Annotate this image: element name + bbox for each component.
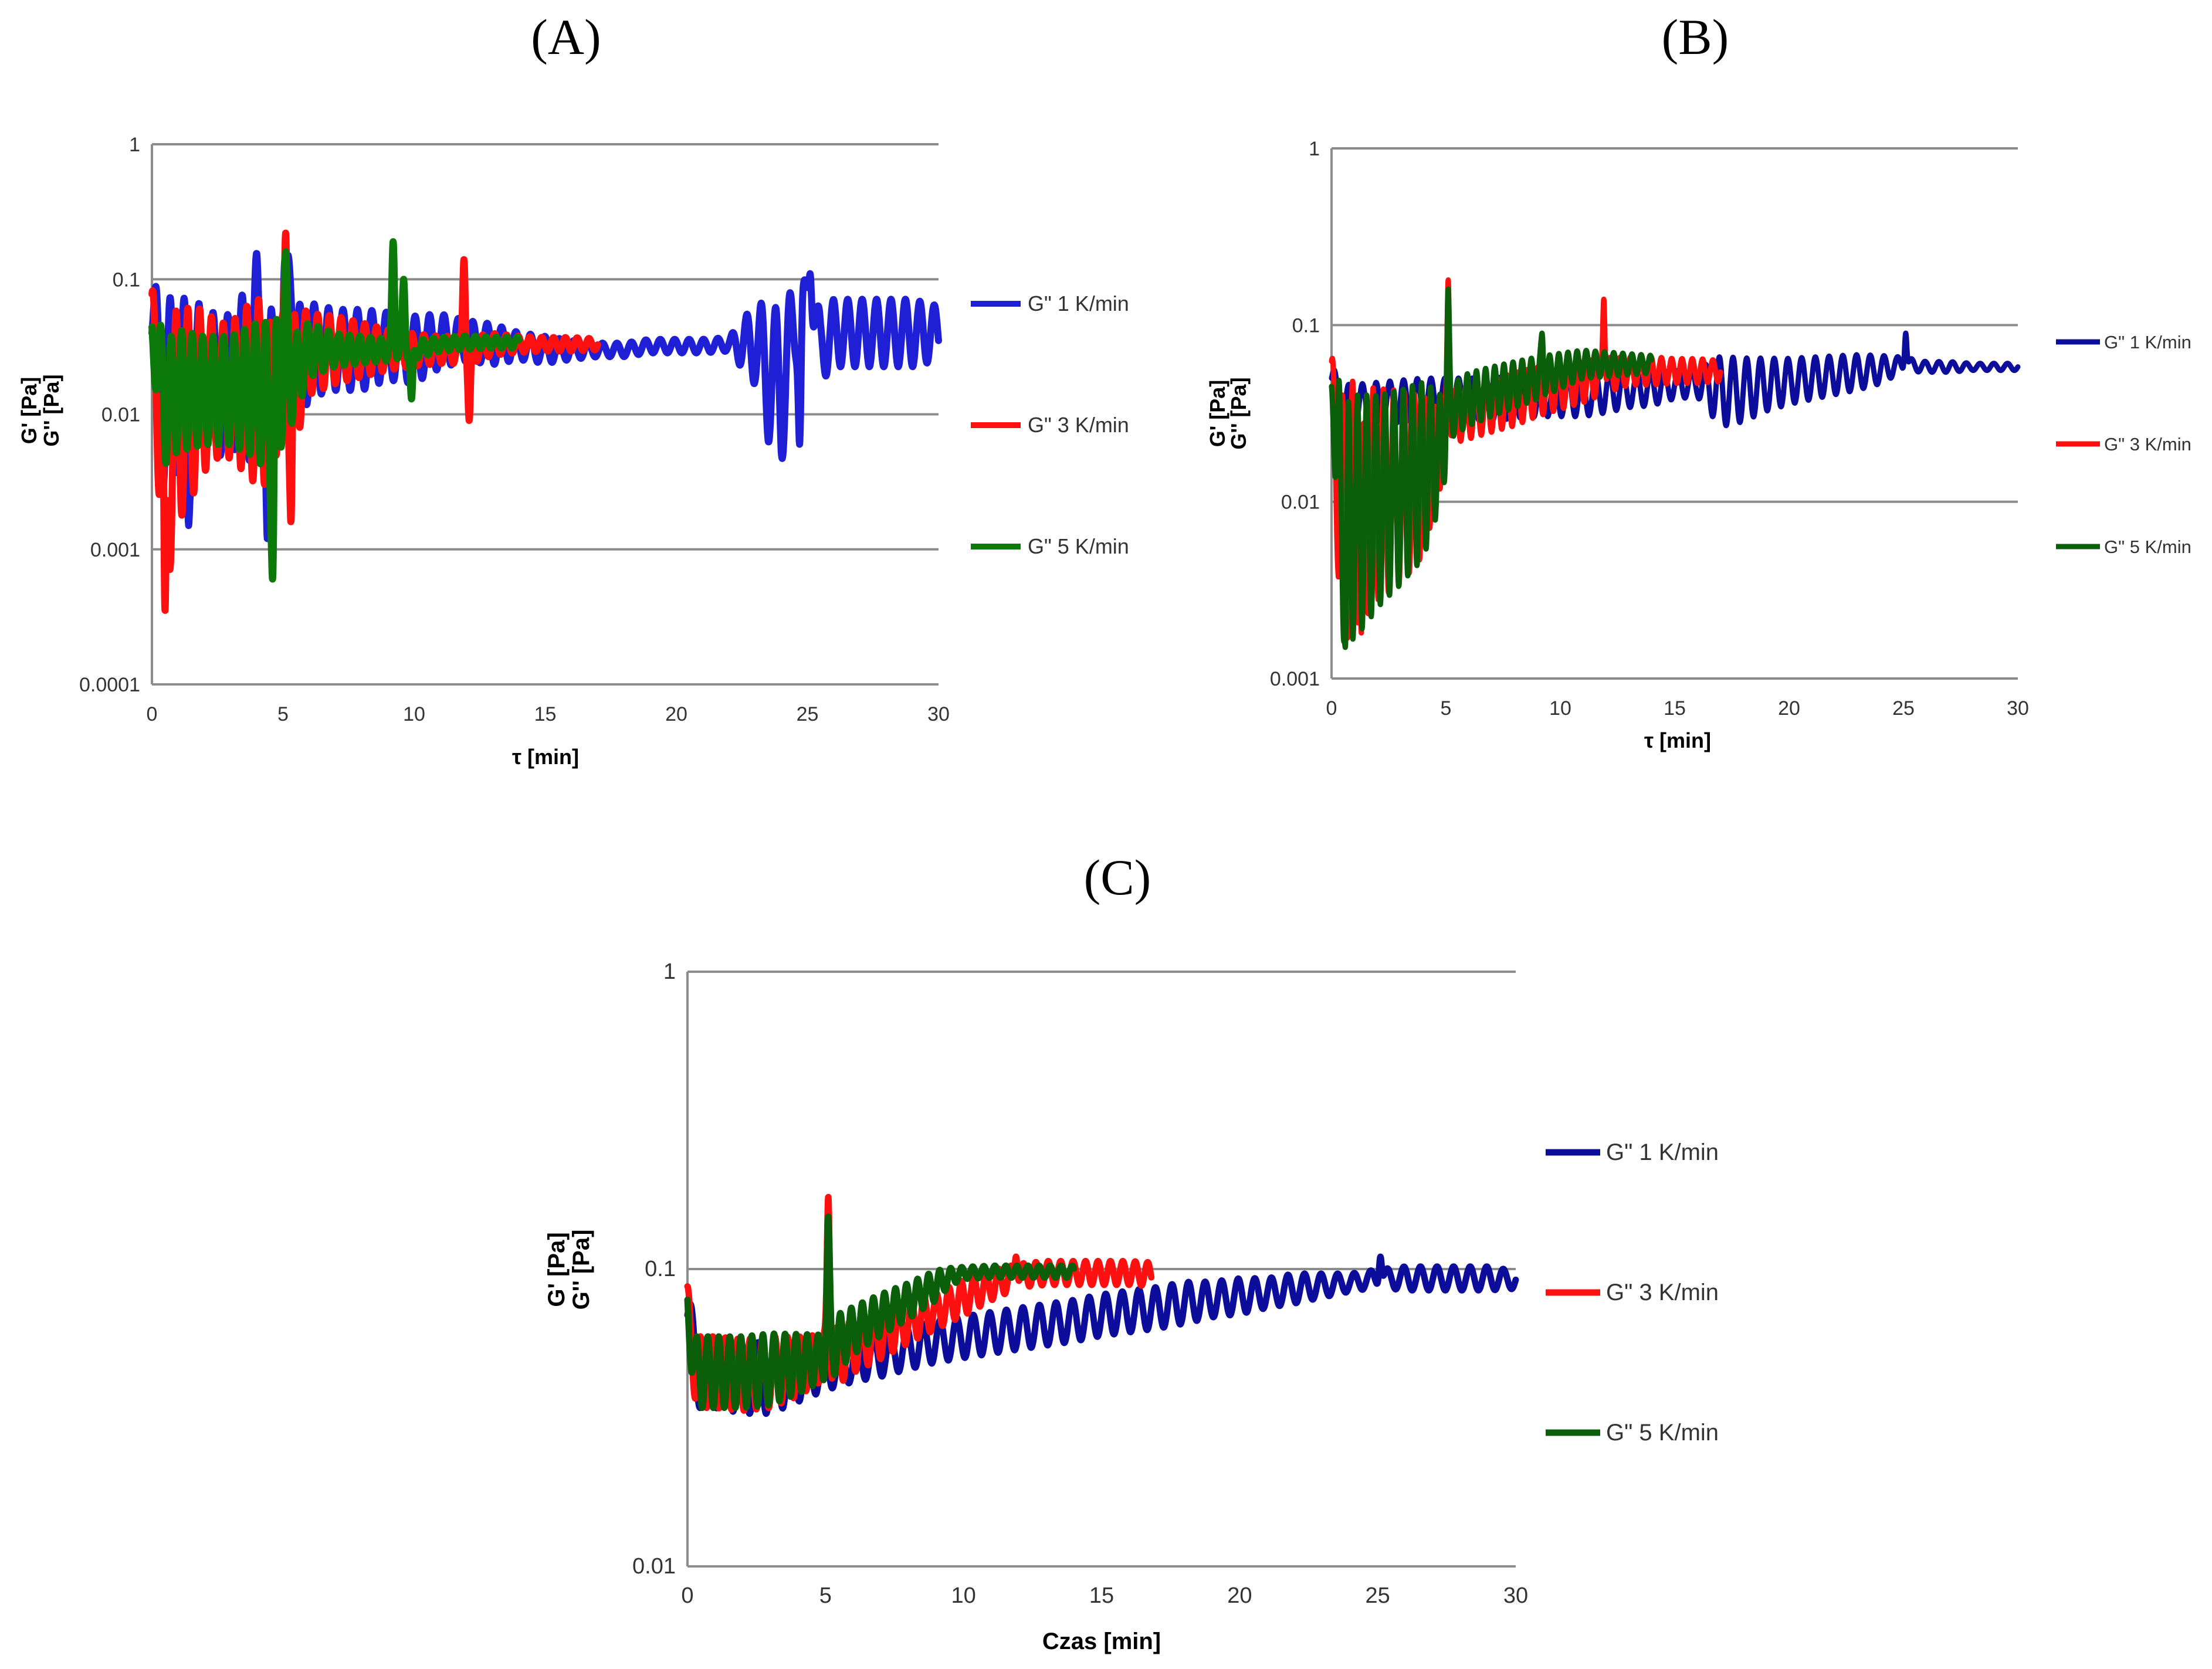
panel-c-label: (C) [1084, 849, 1151, 905]
panel-b-y-ticks: 0.001 0.01 0.1 1 [1270, 138, 1320, 690]
panel-b-legend-item-2: G" 3 K/min [2056, 434, 2191, 454]
panel-a-x-ticks: 0 5 10 15 20 25 30 [147, 703, 950, 725]
panel-c-legend-label-2: G" 3 K/min [1606, 1280, 1719, 1305]
panel-a-legend-label-2: G" 3 K/min [1028, 413, 1129, 437]
panel-a-y-tick-label: 0.01 [101, 404, 140, 426]
panel-b-x-tick-label: 5 [1441, 697, 1452, 720]
panel-c-x-axis-title: Czas [min] [1042, 1629, 1161, 1654]
panel-c: (C) 0.01 0.1 1 0 5 10 15 20 25 30 Czas [min] G' … [544, 849, 1719, 1654]
panel-c-y-tick-label: 0.01 [632, 1554, 676, 1579]
panel-a-legend-label-1: G" 1 K/min [1028, 291, 1129, 316]
panel-c-y-ticks: 0.01 0.1 1 [632, 959, 676, 1579]
panel-c-y-tick-label: 1 [663, 959, 676, 984]
panel-a-x-axis-title: τ [min] [512, 745, 579, 769]
panel-b: (B) 0.001 0.01 0.1 1 0 5 10 15 20 25 30 τ [min] G… [1205, 9, 2191, 752]
panel-a-legend-item-3: G" 5 K/min [971, 534, 1129, 558]
panel-a-label: (A) [531, 9, 601, 65]
panel-b-y-tick-label: 0.01 [1281, 491, 1320, 514]
panel-a-x-tick-label: 10 [403, 703, 425, 725]
panel-b-y-axis-title: G' [Pa] G'' [Pa] [1205, 377, 1251, 449]
panel-a-x-tick-label: 15 [534, 703, 557, 725]
panel-a-y-axis-title-2: G'' [Pa] [39, 374, 63, 446]
panel-a-y-tick-label: 0.001 [90, 539, 140, 561]
panel-c-x-tick-label: 15 [1089, 1583, 1114, 1608]
panel-c-x-tick-label: 5 [819, 1583, 832, 1608]
panel-c-legend-item-2: G" 3 K/min [1546, 1280, 1719, 1305]
panel-b-series [1329, 277, 2021, 650]
panel-c-y-tick-label: 0.1 [645, 1257, 676, 1281]
panel-b-label: (B) [1662, 9, 1729, 65]
panel-b-legend-item-1: G" 1 K/min [2056, 332, 2191, 352]
panel-c-y-axis-title-1: G' [Pa] [544, 1232, 570, 1307]
panel-c-legend-label-1: G" 1 K/min [1606, 1139, 1719, 1165]
panel-b-y-axis-title-1: G' [Pa] [1205, 380, 1229, 447]
panel-b-y-tick-label: 0.001 [1270, 668, 1320, 690]
panel-a-x-tick-label: 30 [927, 703, 950, 725]
panel-b-series-3 [1329, 286, 1655, 650]
panel-a-x-tick-label: 0 [147, 703, 158, 725]
panel-a-y-axis-title: G' [Pa] G'' [Pa] [17, 374, 63, 446]
panel-a: (A) 0.0001 0.001 0.01 0.1 1 0 5 10 15 20 25 30 τ [… [17, 9, 1129, 769]
panel-b-x-tick-label: 0 [1326, 697, 1337, 720]
panel-c-legend-label-3: G" 5 K/min [1606, 1420, 1719, 1446]
panel-b-legend-label-2: G" 3 K/min [2104, 434, 2191, 454]
panel-b-x-tick-label: 20 [1778, 697, 1800, 720]
panel-a-x-tick-label: 25 [797, 703, 819, 725]
panel-c-y-axis-title-2: G'' [Pa] [568, 1230, 594, 1310]
panel-b-y-tick-label: 1 [1309, 138, 1320, 160]
panel-a-x-tick-label: 20 [665, 703, 687, 725]
panel-a-y-axis-title-1: G' [Pa] [17, 377, 41, 445]
panel-a-y-tick-label: 0.0001 [79, 674, 140, 696]
panel-c-series [684, 1193, 1519, 1417]
panel-a-legend-label-3: G" 5 K/min [1028, 534, 1129, 558]
panel-a-y-ticks: 0.0001 0.001 0.01 0.1 1 [79, 134, 140, 696]
panel-b-y-tick-label: 0.1 [1292, 314, 1320, 337]
panel-b-legend-label-3: G" 5 K/min [2104, 537, 2191, 557]
panel-b-x-tick-label: 15 [1664, 697, 1686, 720]
panel-b-legend: G" 1 K/min G" 3 K/min G" 5 K/min [2056, 332, 2191, 557]
panel-a-series [148, 229, 942, 614]
panel-b-x-ticks: 0 5 10 15 20 25 30 [1326, 697, 2029, 720]
panel-c-series-3 [684, 1213, 1078, 1412]
panel-a-y-tick-label: 1 [129, 134, 140, 156]
panel-c-gridlines [687, 971, 1516, 1270]
panel-b-x-axis-title: τ [min] [1644, 728, 1711, 752]
panel-c-x-tick-label: 10 [951, 1583, 976, 1608]
panel-c-legend-item-3: G" 5 K/min [1546, 1420, 1719, 1446]
panel-a-legend-item-1: G" 1 K/min [971, 291, 1129, 316]
panel-c-x-tick-label: 25 [1366, 1583, 1390, 1608]
panel-b-y-axis-title-2: G'' [Pa] [1227, 377, 1251, 449]
panel-c-legend: G" 1 K/min G" 3 K/min G" 5 K/min [1546, 1139, 1719, 1446]
panel-a-legend: G" 1 K/min G" 3 K/min G" 5 K/min [971, 291, 1129, 558]
panel-b-x-tick-label: 30 [2007, 697, 2029, 720]
panel-b-x-tick-label: 10 [1549, 697, 1571, 720]
panel-a-legend-item-2: G" 3 K/min [971, 413, 1129, 437]
panel-c-x-tick-label: 30 [1503, 1583, 1528, 1608]
panel-a-series-3 [148, 238, 523, 583]
panel-c-x-ticks: 0 5 10 15 20 25 30 [681, 1583, 1528, 1608]
panel-c-x-tick-label: 0 [681, 1583, 693, 1608]
panel-c-x-tick-label: 20 [1227, 1583, 1252, 1608]
panel-b-x-tick-label: 25 [1892, 697, 1915, 720]
panel-a-y-tick-label: 0.1 [113, 269, 140, 291]
panel-c-legend-item-1: G" 1 K/min [1546, 1139, 1719, 1165]
panel-a-x-tick-label: 5 [277, 703, 289, 725]
panel-c-y-axis-title: G' [Pa] G'' [Pa] [544, 1230, 594, 1310]
panel-b-legend-item-3: G" 5 K/min [2056, 537, 2191, 557]
panel-b-legend-label-1: G" 1 K/min [2104, 332, 2191, 352]
